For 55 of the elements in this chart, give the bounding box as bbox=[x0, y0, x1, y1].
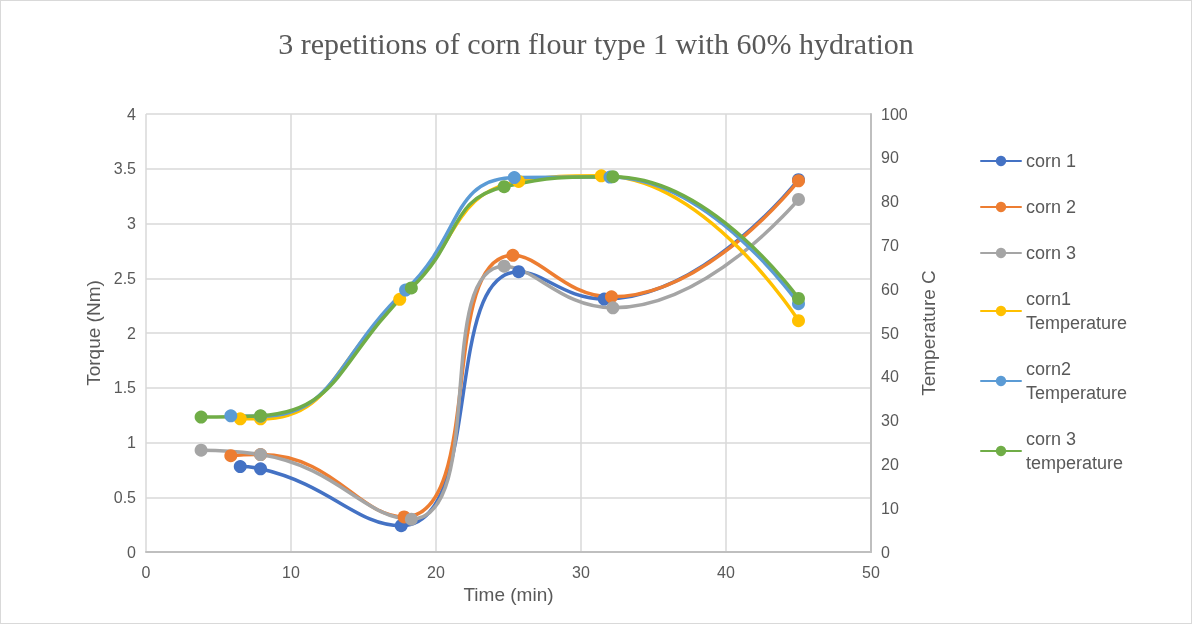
legend-label: corn1 Temperature bbox=[1026, 289, 1128, 333]
point bbox=[194, 410, 208, 424]
y2-tick-label: 90 bbox=[881, 149, 899, 167]
point bbox=[792, 314, 805, 328]
point bbox=[233, 460, 247, 474]
chart-title: 3 repetitions of corn flour type 1 with 60% hydration bbox=[278, 26, 914, 60]
y2-tick-label: 10 bbox=[881, 499, 899, 517]
x-tick-label: 30 bbox=[572, 563, 590, 581]
point bbox=[224, 409, 238, 423]
y2-tick-label: 40 bbox=[881, 368, 899, 386]
point bbox=[404, 281, 418, 295]
point bbox=[512, 265, 526, 279]
legend-label: corn 3 temperature bbox=[1026, 429, 1124, 473]
point bbox=[604, 290, 618, 304]
y2-tick-label: 30 bbox=[881, 412, 899, 430]
y-tick-label: 0.5 bbox=[113, 488, 137, 506]
point bbox=[497, 259, 511, 273]
point bbox=[404, 512, 418, 526]
y2-tick-label: 60 bbox=[881, 280, 899, 298]
y-tick-label: 2 bbox=[127, 324, 137, 342]
x-tick-label: 50 bbox=[862, 563, 880, 581]
point bbox=[506, 248, 520, 262]
x-tick-label: 0 bbox=[141, 563, 151, 581]
point bbox=[497, 180, 511, 194]
y2-axis-title: Temperature C bbox=[917, 270, 939, 396]
legend-label: corn 2 bbox=[1026, 197, 1077, 217]
y2-tick-label: 70 bbox=[881, 236, 899, 254]
y-tick-label: 1 bbox=[127, 434, 137, 451]
y-axis-title: Torque (Nm) bbox=[82, 280, 104, 386]
x-tick-label: 10 bbox=[282, 563, 300, 581]
point bbox=[254, 462, 268, 476]
y-tick-label: 4 bbox=[127, 105, 137, 123]
point bbox=[606, 301, 620, 315]
point bbox=[507, 171, 521, 185]
y2-tick-label: 50 bbox=[881, 324, 899, 342]
x-tick-label: 40 bbox=[717, 563, 735, 581]
y2-tick-label: 80 bbox=[881, 193, 899, 211]
y2-tick-label: 100 bbox=[881, 105, 908, 123]
legend-label: corn2 Temperature bbox=[1026, 359, 1128, 403]
point bbox=[792, 192, 805, 206]
y-tick-label: 2.5 bbox=[113, 269, 137, 287]
y-tick-label: 1.5 bbox=[113, 379, 137, 397]
legend-label: corn 3 bbox=[1026, 243, 1077, 263]
point bbox=[224, 449, 238, 463]
y-tick-label: 0 bbox=[127, 543, 137, 561]
x-axis-title: Time (min) bbox=[463, 583, 554, 605]
point bbox=[194, 443, 208, 457]
y2-tick-label: 0 bbox=[881, 543, 890, 561]
legend-label: corn 1 bbox=[1026, 151, 1077, 171]
y-tick-label: 3 bbox=[127, 215, 137, 232]
point bbox=[792, 291, 805, 305]
point bbox=[393, 292, 407, 306]
y-tick-label: 3.5 bbox=[113, 160, 137, 178]
y2-tick-label: 20 bbox=[881, 455, 899, 473]
x-tick-label: 20 bbox=[427, 563, 445, 581]
